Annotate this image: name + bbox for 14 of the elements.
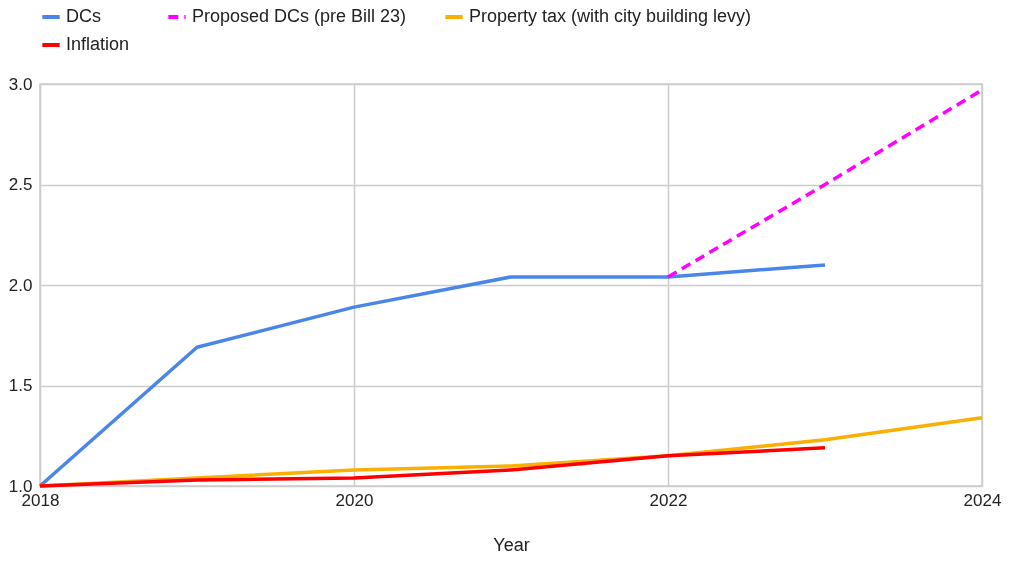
y-tick-label: 1.5 <box>8 376 33 395</box>
legend-label: DCs <box>66 6 101 26</box>
y-tick-label: 3.0 <box>8 74 33 94</box>
line-series <box>38 263 827 488</box>
x-tick-label: 2024 <box>963 490 1002 510</box>
x-tick-label: 2020 <box>335 490 374 510</box>
y-tick-label: 2.5 <box>8 175 33 194</box>
x-tick-label: 2022 <box>649 490 688 510</box>
line-series <box>38 446 827 488</box>
legend-label: Property tax (with city building levy) <box>469 6 752 26</box>
legend-label: Proposed DCs (pre Bill 23) <box>192 6 407 26</box>
y-tick-label: 2.0 <box>8 275 33 295</box>
x-axis-title: Year <box>493 534 530 555</box>
legend-label: Inflation <box>66 34 130 54</box>
